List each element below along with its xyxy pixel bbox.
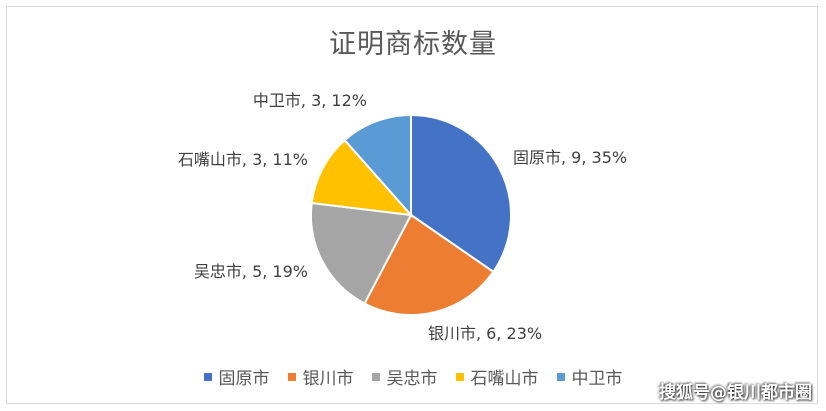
legend-label: 石嘴山市 bbox=[470, 369, 539, 389]
legend-label: 中卫市 bbox=[571, 369, 623, 389]
data-label: 石嘴山市, 3, 11% bbox=[178, 150, 308, 169]
legend-item-wuzhong: 吴忠市 bbox=[371, 364, 438, 389]
legend-swatch bbox=[203, 372, 212, 381]
legend-item-yinchuan: 银川市 bbox=[287, 364, 354, 389]
data-label: 银川市, 6, 23% bbox=[428, 324, 542, 343]
pie-slice bbox=[343, 113, 412, 218]
data-label: 固原市, 9, 35% bbox=[513, 148, 627, 167]
pie-slice bbox=[363, 213, 495, 316]
chart-title: 证明商标数量 bbox=[329, 29, 497, 60]
pie-slice bbox=[310, 138, 414, 217]
legend-item-zhongwei: 中卫市 bbox=[556, 364, 623, 389]
legend-label: 银川市 bbox=[302, 369, 354, 389]
data-label: 吴忠市, 5, 19% bbox=[194, 262, 308, 281]
chart-legend: 固原市 银川市 吴忠市 石嘴山市 中卫市 bbox=[0, 364, 826, 389]
legend-item-guyuan: 固原市 bbox=[203, 364, 270, 389]
legend-swatch bbox=[287, 372, 296, 381]
legend-label: 固原市 bbox=[218, 369, 270, 389]
legend-swatch bbox=[556, 372, 565, 381]
legend-label: 吴忠市 bbox=[386, 369, 438, 389]
legend-item-shizuishan: 石嘴山市 bbox=[455, 364, 539, 389]
legend-swatch bbox=[371, 372, 380, 381]
legend-swatch bbox=[455, 372, 464, 381]
watermark-text: 搜狐号@银川都市圈 bbox=[659, 383, 812, 403]
data-label: 中卫市, 3, 12% bbox=[253, 91, 367, 110]
pie-slice bbox=[310, 201, 413, 305]
pie-slice bbox=[410, 113, 512, 274]
